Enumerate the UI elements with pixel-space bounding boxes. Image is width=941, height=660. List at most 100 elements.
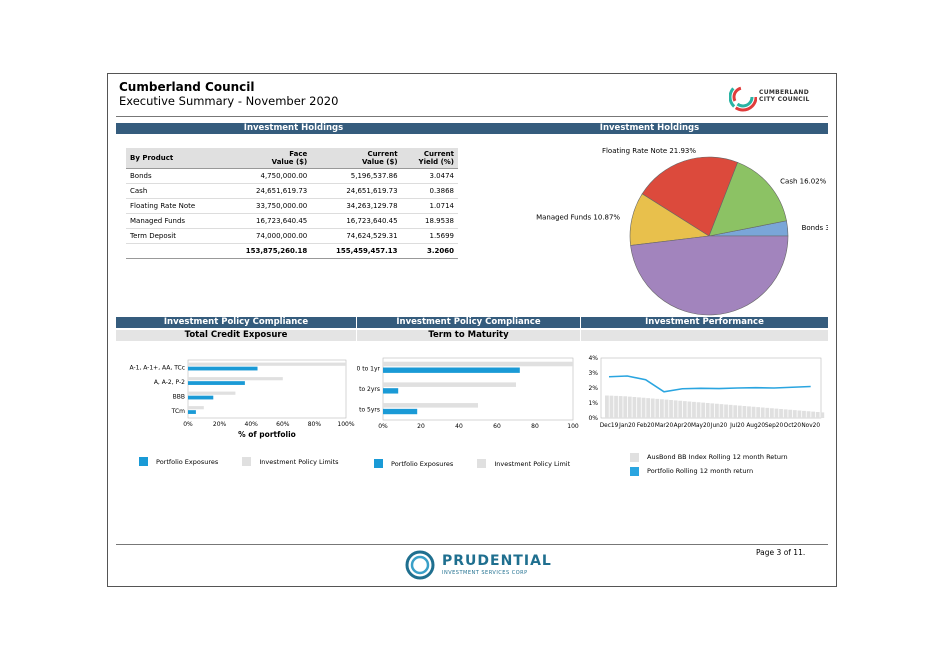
legend-swatch-grey	[630, 452, 639, 462]
exposure-bar	[383, 408, 418, 415]
benchmark-bar	[701, 402, 706, 418]
legend-item-ausbond: AusBond BB Index Rolling 12 month Return	[630, 450, 788, 464]
benchmark-bar	[623, 396, 628, 418]
limit-bar	[383, 382, 516, 387]
legend-item-policy-limit: Investment Policy Limit	[477, 459, 570, 468]
prudential-logo: PRUDENTIAL INVESTMENT SERVICES CORP	[404, 549, 551, 581]
x-tick-label: 20	[417, 423, 425, 430]
legend-label: Portfolio Exposures	[391, 459, 454, 468]
pie-slice	[641, 156, 738, 237]
portfolio-return-line	[608, 375, 811, 393]
benchmark-bar	[705, 403, 710, 418]
col-header-current-l1: Current	[367, 150, 398, 158]
benchmark-bar	[655, 398, 660, 418]
exposure-bar	[188, 366, 258, 371]
x-tick-label: Aug20	[746, 423, 765, 429]
benchmark-bar	[618, 396, 623, 418]
exposure-bar	[383, 388, 399, 394]
table-cell: 74,624,529.31	[311, 228, 402, 244]
subheader-term: Term to Maturity	[357, 330, 580, 341]
logo-line-2: CITY COUNCIL	[759, 96, 810, 103]
prudential-logo-icon	[405, 550, 435, 580]
performance-chart: 0% 1% 2% 3% 4% Dec19 Jan20 Feb20 Mar20 Apr20 May20…	[588, 355, 825, 429]
benchmark-bar	[715, 403, 719, 418]
benchmark-bar	[783, 409, 788, 418]
x-tick-label: 80	[531, 423, 539, 430]
benchmark-bar	[779, 409, 783, 418]
benchmark-bar	[724, 404, 728, 418]
benchmark-bar	[756, 407, 761, 418]
table-cell: Floating Rate Note	[126, 198, 221, 214]
table-cell: Term Deposit	[126, 228, 221, 244]
benchmark-bar	[614, 395, 618, 418]
legend-label: AusBond BB Index Rolling 12 month Return	[647, 453, 788, 461]
logo-line-1: CUMBERLAND	[759, 89, 810, 96]
table-cell: Managed Funds	[126, 213, 221, 229]
legend-swatch-grey	[477, 459, 487, 468]
benchmark-bar	[678, 400, 683, 418]
col-header-face-l2: Value ($)	[271, 158, 308, 166]
report-title: Cumberland Council	[119, 80, 255, 94]
holdings-pie-chart: Bonds 3.09% Cash 16.02% Floating Rate Note…	[536, 147, 828, 316]
benchmark-bar	[820, 412, 825, 418]
exposure-bar	[383, 367, 520, 373]
table-row: Cash 24,651,619.73 24,651,619.73 0.3868	[126, 183, 458, 199]
benchmark-bar	[605, 395, 609, 418]
x-tick-label: Apr20	[674, 423, 692, 429]
pie-label: Floating Rate Note 21.93%	[602, 147, 696, 155]
y-tick-label: 3%	[588, 370, 598, 377]
footer-divider	[116, 544, 828, 545]
benchmark-bar	[737, 405, 742, 418]
legend-swatch-blue	[139, 457, 148, 466]
table-cell: 16,723,640.45	[311, 213, 402, 229]
limit-bar	[188, 391, 236, 395]
table-row: Bonds 4,750,000.00 5,196,537.86 3.0474	[126, 168, 458, 184]
table-total-row: 153,875,260.18 155,459,457.13 3.2060	[126, 243, 458, 259]
subheader-credit: Total Credit Exposure	[116, 330, 356, 341]
header-divider	[116, 116, 828, 117]
benchmark-bar	[692, 401, 696, 418]
x-tick-label: Jul20	[729, 423, 745, 429]
legend-label: Investment Policy Limits	[259, 457, 339, 466]
benchmark-bar	[719, 404, 724, 418]
council-logo-icon	[728, 82, 758, 112]
x-axis-label: % of portfolio	[238, 430, 296, 439]
y-tick-label: 1%	[588, 400, 598, 407]
y-tick-label: 0%	[588, 415, 598, 422]
exposure-bar	[188, 410, 196, 414]
pie-label: Managed Funds 10.87%	[536, 213, 620, 221]
x-tick-label: Feb20	[637, 423, 655, 429]
table-cell: Bonds	[126, 168, 221, 184]
table-cell: 24,651,619.73	[311, 183, 402, 199]
holdings-table: By Product Face Value ($) Current Value ($…	[126, 148, 458, 259]
table-total-cell	[126, 243, 221, 259]
col-header-yield-l2: Yield (%)	[418, 158, 454, 166]
benchmark-bar	[760, 407, 765, 418]
credit-legend: Portfolio Exposures Investment Policy Li…	[139, 457, 339, 466]
legend-swatch-blue	[630, 466, 639, 476]
legend-label: Portfolio Rolling 12 month return	[647, 467, 754, 475]
x-tick-label: Jan20	[618, 423, 636, 429]
section-header-performance: Investment Performance	[581, 317, 828, 328]
col-header-product: By Product	[126, 148, 221, 169]
benchmark-bar	[765, 407, 770, 418]
benchmark-bar	[802, 410, 806, 418]
table-cell: 4,750,000.00	[220, 168, 312, 184]
table-total-cell: 3.2060	[401, 243, 458, 259]
subheader-performance	[581, 330, 828, 341]
pie-label: Cash 16.02%	[780, 177, 827, 185]
benchmark-bar	[728, 404, 733, 418]
limit-bar	[383, 361, 573, 367]
term-maturity-chart: 0 to 1yr 1 to 2yrs 2 to 5yrs 0% 20 40 60 80 100	[357, 357, 579, 430]
category-label: 0 to 1yr	[357, 365, 381, 372]
benchmark-bar	[788, 409, 793, 418]
x-tick-label: Jun20	[710, 423, 728, 429]
y-tick-label: 2%	[588, 385, 598, 392]
legend-item-portfolio-return: Portfolio Rolling 12 month return	[630, 464, 788, 478]
col-header-product-text: By Product	[130, 154, 174, 162]
benchmark-bar	[632, 397, 637, 418]
table-cell: 34,263,129.78	[311, 198, 402, 214]
section-header-credit: Investment Policy Compliance	[116, 317, 356, 328]
x-tick-label: 20%	[213, 421, 227, 428]
benchmark-bar	[641, 397, 646, 418]
